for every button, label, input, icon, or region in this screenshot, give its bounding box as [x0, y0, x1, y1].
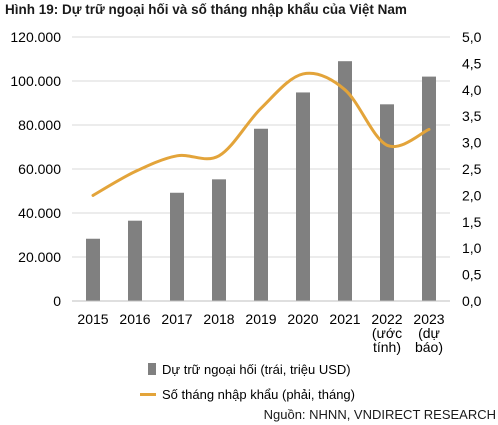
chart-title: Hình 19: Dự trữ ngoại hối và số tháng nh…	[5, 2, 407, 17]
legend-bar-label: Dự trữ ngoại hối (trái, triệu USD)	[162, 361, 351, 377]
left-axis-tick-label: 80.000	[18, 117, 61, 133]
right-axis-tick-label: 3,5	[462, 108, 482, 124]
x-axis-tick-label: 2021	[329, 311, 360, 327]
left-axis-tick-label: 100.000	[10, 73, 61, 89]
axes: 0 20.000 40.000 60.000 80.000 100.000 120.000 0…	[10, 29, 481, 355]
bar	[212, 179, 226, 301]
bar	[380, 104, 394, 301]
right-axis-tick-label: 5,0	[462, 29, 482, 45]
bar	[86, 238, 100, 301]
left-axis-tick-label: 60.000	[18, 161, 61, 177]
right-axis-tick-label: 1,5	[462, 214, 482, 230]
bar	[254, 128, 268, 301]
x-axis-tick-label: 2018	[203, 311, 234, 327]
right-axis-tick-label: 2,5	[462, 161, 482, 177]
right-axis-tick-label: 0,5	[462, 267, 482, 283]
legend-line-swatch	[140, 392, 156, 396]
legend-item-line: Số tháng nhập khẩu (phải, tháng)	[140, 385, 355, 403]
legend-bar-swatch	[148, 363, 156, 375]
x-axis-tick-label: 2023 (dự báo)	[413, 311, 444, 355]
x-axis-tick-label: 2020	[287, 311, 318, 327]
right-axis-tick-label: 1,0	[462, 240, 482, 256]
legend-item-bar: Dự trữ ngoại hối (trái, triệu USD)	[148, 360, 351, 378]
right-axis-tick-label: 2,0	[462, 187, 482, 203]
bar	[170, 192, 184, 301]
left-axis-tick-label: 0	[53, 293, 61, 309]
x-axis-tick-label: 2017	[161, 311, 192, 327]
left-axis-tick-label: 40.000	[18, 205, 61, 221]
bar	[128, 220, 142, 301]
right-axis-tick-label: 4,5	[462, 55, 482, 71]
right-axis-tick-label: 0,0	[462, 293, 482, 309]
legend-line-label: Số tháng nhập khẩu (phải, tháng)	[162, 386, 355, 402]
x-axis-tick-label: 2019	[245, 311, 276, 327]
left-axis-tick-label: 120.000	[10, 29, 61, 45]
left-axis-tick-label: 20.000	[18, 249, 61, 265]
bar	[422, 76, 436, 301]
x-axis-tick-label: 2015	[77, 311, 108, 327]
source-note: Nguồn: NHNN, VNDIRECT RESEARCH	[263, 407, 496, 422]
right-axis-tick-label: 4,0	[462, 82, 482, 98]
bar-series	[86, 61, 436, 302]
x-axis-tick-label: 2016	[119, 311, 150, 327]
right-axis-tick-label: 3,0	[462, 135, 482, 151]
x-axis-tick-label: 2022 (ước tính)	[371, 311, 402, 355]
line-series	[91, 71, 431, 197]
bar	[338, 61, 352, 302]
bar	[296, 92, 310, 301]
